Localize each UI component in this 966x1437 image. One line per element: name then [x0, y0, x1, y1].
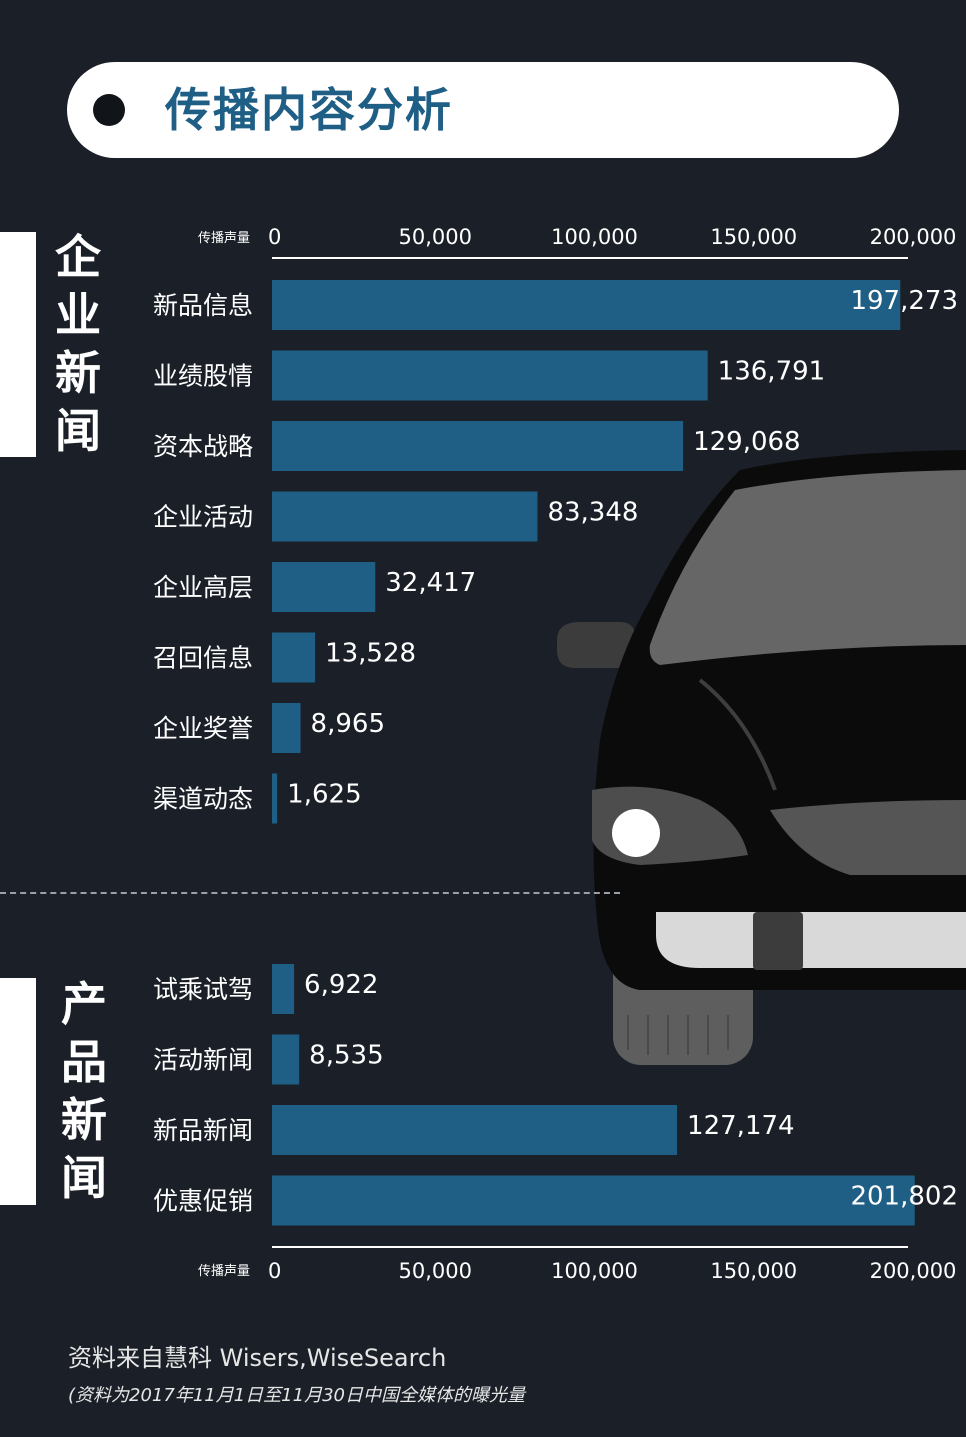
section-marker-product: [0, 978, 36, 1205]
x-tick-label: 50,000: [399, 1259, 472, 1283]
section-label-char: 业: [55, 288, 101, 342]
bar: [272, 1105, 678, 1155]
section-label-char: 企: [55, 230, 101, 284]
section-label-char: 新: [61, 1093, 107, 1147]
bar: [272, 491, 538, 542]
value-label: 1,625: [287, 780, 361, 810]
section-label-char: 闻: [61, 1151, 107, 1205]
category-label: 活动新闻: [153, 1046, 253, 1075]
bar: [272, 703, 301, 753]
category-label: 资本战略: [153, 432, 253, 461]
category-label: 业绩股情: [153, 362, 253, 391]
category-label: 渠道动态: [153, 785, 253, 814]
x-tick-label: 0: [268, 1259, 281, 1283]
x-axis-title: 传播声量: [198, 231, 250, 246]
bar: [272, 562, 376, 612]
bullet-dot-icon: [93, 94, 125, 126]
value-label: 197,273: [850, 286, 958, 316]
section-label-char: 闻: [55, 404, 101, 458]
data-note: (资料为2017年11月1日至11月30日中国全媒体的曝光量: [68, 1385, 525, 1406]
section-marker-corporate: [0, 232, 36, 457]
value-label: 6,922: [304, 970, 378, 1000]
category-label: 企业奖誉: [153, 714, 253, 743]
value-label: 83,348: [547, 498, 638, 528]
section-label-product: 产 品 新 闻: [54, 975, 114, 1207]
section-label-char: 产: [61, 977, 107, 1031]
x-tick-label: 100,000: [551, 1259, 638, 1283]
section-divider: [0, 892, 620, 894]
x-tick-label: 200,000: [870, 225, 957, 249]
value-label: 129,068: [693, 427, 801, 457]
x-tick-label: 200,000: [870, 1259, 957, 1283]
x-axis-title: 传播声量: [198, 1264, 250, 1279]
value-label: 8,535: [309, 1041, 383, 1071]
bar: [272, 421, 684, 471]
bar: [272, 1034, 300, 1085]
category-label: 新品新闻: [153, 1116, 253, 1145]
value-label: 136,791: [718, 357, 826, 387]
section-label-char: 新: [55, 346, 101, 400]
bar: [272, 964, 295, 1014]
bar: [272, 350, 708, 401]
value-label: 127,174: [687, 1111, 795, 1141]
section-label-corporate: 企 业 新 闻: [48, 228, 108, 460]
category-label: 新品信息: [153, 291, 253, 320]
bar: [272, 773, 278, 824]
bar: [272, 632, 316, 683]
category-label: 企业活动: [153, 503, 253, 532]
page-title: 传播内容分析: [165, 83, 453, 137]
bar: [272, 1175, 915, 1226]
value-label: 201,802: [850, 1182, 958, 1212]
value-label: 32,417: [385, 568, 476, 598]
x-tick-label: 0: [268, 225, 281, 249]
bar: [272, 280, 901, 330]
section-label-char: 品: [61, 1035, 107, 1089]
x-tick-label: 150,000: [710, 1259, 797, 1283]
value-label: 8,965: [311, 709, 385, 739]
header-banner: [67, 62, 899, 158]
category-label: 召回信息: [153, 644, 253, 673]
category-label: 试乘试驾: [153, 975, 253, 1004]
x-tick-label: 100,000: [551, 225, 638, 249]
category-label: 企业高层: [153, 573, 253, 602]
data-source: 资料来自慧科 Wisers,WiseSearch: [68, 1344, 447, 1372]
value-label: 13,528: [325, 639, 416, 669]
x-tick-label: 150,000: [710, 225, 797, 249]
category-label: 优惠促销: [153, 1187, 253, 1216]
x-tick-label: 50,000: [399, 225, 472, 249]
